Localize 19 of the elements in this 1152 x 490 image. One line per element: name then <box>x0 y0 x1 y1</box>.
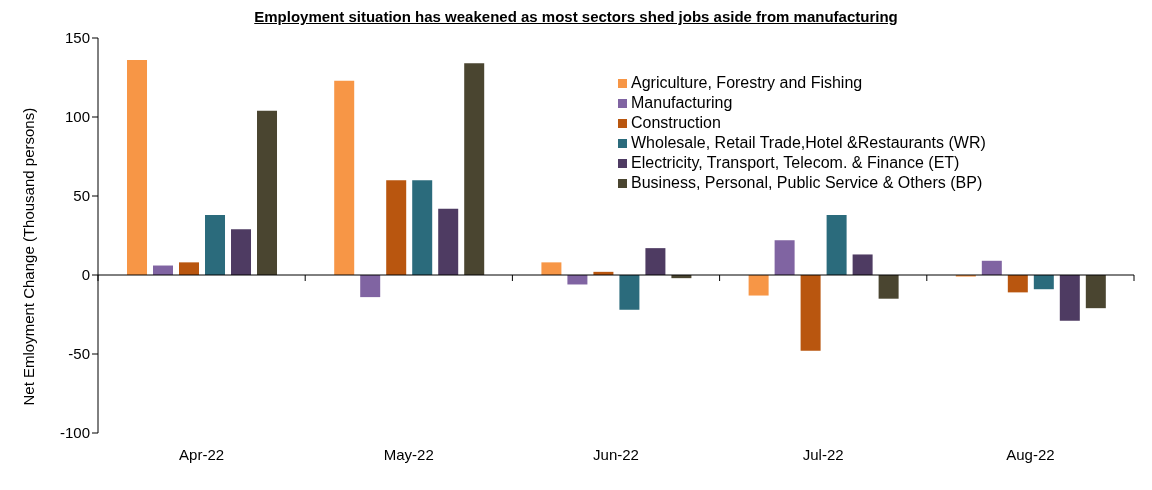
y-tick-label: -50 <box>68 345 90 363</box>
legend-label: Agriculture, Forestry and Fishing <box>631 73 863 93</box>
legend-label: Manufacturing <box>631 93 733 113</box>
x-tick-label: Aug-22 <box>1006 445 1055 463</box>
y-tick-label: 150 <box>64 29 90 47</box>
legend-label: Wholesale, Retail Trade,Hotel &Restaurants (WR) <box>631 133 986 153</box>
x-tick-label: Jun-22 <box>593 445 639 463</box>
x-tick-label: May-22 <box>383 445 434 463</box>
legend-label: Electricity, Transport, Telecom. & Finance (ET) <box>631 153 960 173</box>
x-tick-label: Apr-22 <box>179 445 225 463</box>
y-tick-label: 0 <box>81 266 90 284</box>
legend-label: Construction <box>631 113 721 133</box>
y-tick-label: 100 <box>64 108 90 126</box>
y-tick-label: -100 <box>59 424 90 442</box>
chart-title: Employment situation has weakened as most sectors shed jobs aside from manufacturing <box>253 8 899 27</box>
y-axis-title: Net Emloyment Change (Thousand persons) <box>20 107 38 406</box>
x-tick-label: Jul-22 <box>802 445 844 463</box>
legend-label: Business, Personal, Public Service & Others (BP) <box>631 173 983 193</box>
y-tick-label: 50 <box>73 187 90 205</box>
